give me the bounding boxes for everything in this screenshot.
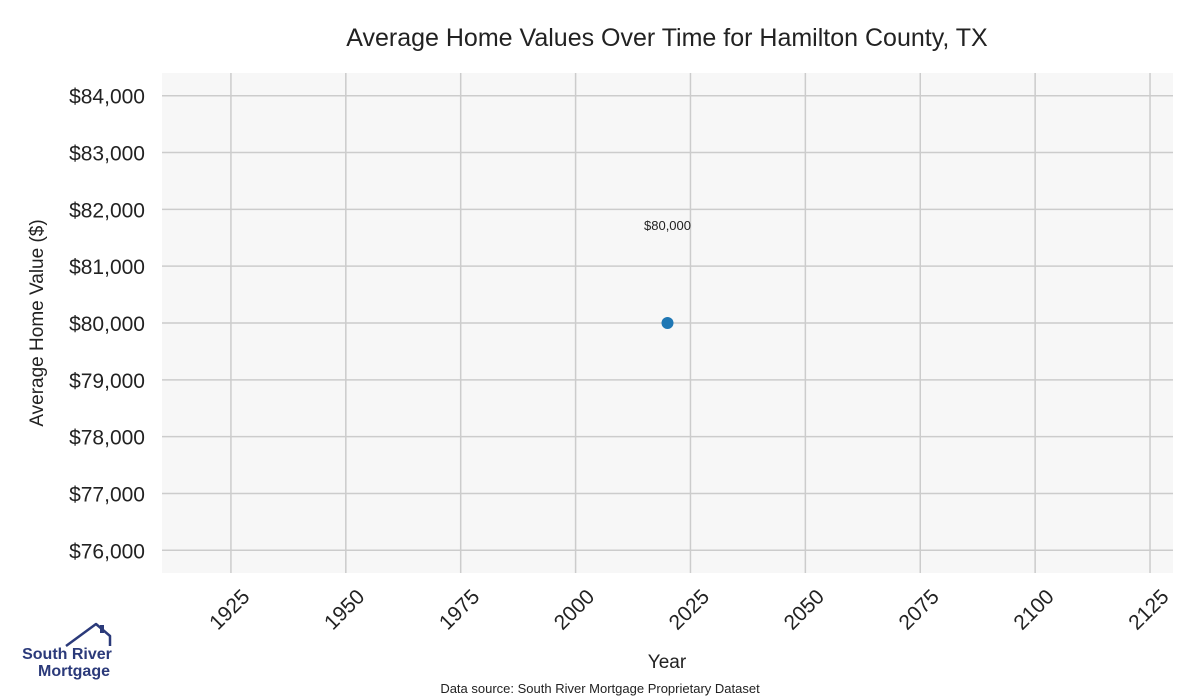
y-tick-label: $79,000	[69, 370, 145, 393]
x-tick-label: 2125	[1124, 585, 1173, 634]
data-point	[661, 317, 674, 329]
y-tick-label: $77,000	[69, 483, 145, 506]
x-tick-label: 2025	[665, 585, 714, 634]
data-point-label: $80,000	[644, 218, 691, 233]
chart-title: Average Home Values Over Time for Hamilt…	[346, 24, 988, 52]
x-tick-label: 2075	[894, 585, 943, 634]
y-tick-label: $81,000	[69, 256, 145, 279]
y-axis-ticks: $76,000 $77,000 $78,000 $79,000 $80,000 $81,0…	[69, 86, 145, 564]
data-points: $80,000	[644, 218, 691, 329]
x-tick-label: 1975	[435, 585, 484, 634]
logo-line-2: Mortgage	[38, 663, 110, 680]
y-axis-label: Average Home Value ($)	[27, 219, 48, 426]
y-tick-label: $82,000	[69, 199, 145, 222]
grid	[162, 73, 1173, 573]
x-tick-label: 2050	[780, 585, 829, 634]
company-logo: South River Mortgage	[22, 622, 112, 680]
x-axis-label: Year	[648, 652, 687, 673]
y-tick-label: $76,000	[69, 540, 145, 563]
logo-line-1: South River	[22, 646, 112, 663]
y-tick-label: $78,000	[69, 427, 145, 450]
data-source-note: Data source: South River Mortgage Propri…	[440, 681, 760, 696]
chimney-icon	[100, 625, 104, 633]
y-tick-label: $84,000	[69, 86, 145, 109]
x-tick-label: 1925	[205, 585, 254, 634]
x-tick-label: 1950	[320, 585, 369, 634]
x-tick-label: 2000	[550, 585, 599, 634]
x-tick-label: 2100	[1009, 585, 1058, 634]
y-tick-label: $80,000	[69, 313, 145, 336]
y-tick-label: $83,000	[69, 143, 145, 166]
x-axis-ticks: 1925 1950 1975 2000 2025 2050 2075 2100 2125	[205, 585, 1173, 634]
